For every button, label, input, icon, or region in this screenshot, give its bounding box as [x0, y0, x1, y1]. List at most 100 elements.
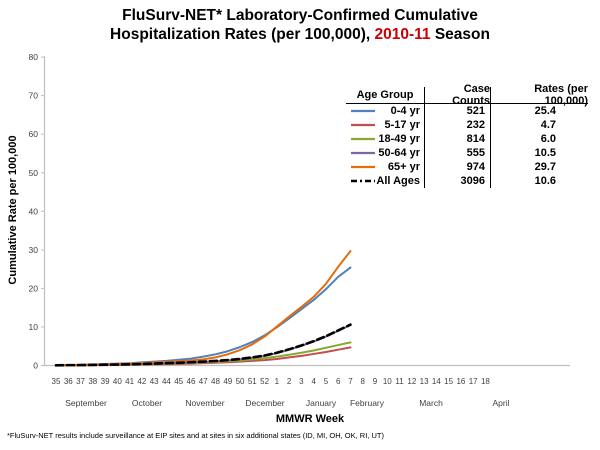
month-label: April	[492, 398, 509, 408]
y-axis-title: Cumulative Rate per 100,000	[7, 135, 19, 285]
legend-header-cell: Rates (per 100,000)	[490, 83, 588, 107]
x-tick-label: 37	[76, 377, 85, 386]
legend-line-swatch	[351, 123, 375, 127]
chart-title-line1: FluSurv-NET* Laboratory-Confirmed Cumula…	[122, 7, 478, 24]
legend-line-swatch	[351, 109, 375, 113]
x-tick-label: 35	[52, 377, 61, 386]
legend-row: All Ages 3096 10.6	[346, 174, 588, 188]
x-tick-label: 39	[101, 377, 110, 386]
chart-title: FluSurv-NET* Laboratory-Confirmed Cumula…	[0, 6, 600, 44]
x-tick-label: 40	[113, 377, 122, 386]
chart-title-line2-suffix: Season	[430, 26, 490, 43]
legend-row: 0-4 yr 521 25.4	[346, 104, 588, 118]
x-tick-label: 17	[469, 377, 478, 386]
chart-title-line2-prefix: Hospitalization Rates (per 100,000),	[110, 26, 375, 43]
legend-age-label: 18-49 yr	[378, 133, 420, 145]
legend-cell-age: All Ages	[346, 174, 424, 188]
legend-age-label: All Ages	[376, 175, 420, 187]
chart-title-line2: Hospitalization Rates (per 100,000), 201…	[0, 25, 600, 44]
x-tick-label: 6	[336, 377, 341, 386]
x-tick-label: 51	[248, 377, 257, 386]
legend-age-label: 5-17 yr	[384, 119, 420, 131]
x-tick-label: 44	[162, 377, 171, 386]
legend-header-cell: Case Counts	[424, 83, 490, 107]
y-tick-label: 0	[33, 361, 38, 371]
legend-cell-count: 521	[424, 104, 490, 118]
legend-cell-age: 18-49 yr	[346, 132, 424, 146]
legend-cell-rate: 6.0	[490, 132, 588, 146]
legend-age-label: 0-4 yr	[390, 105, 420, 117]
legend-cell-rate: 25.4	[490, 104, 588, 118]
legend-cell-rate: 29.7	[490, 160, 588, 174]
x-tick-label: 36	[64, 377, 73, 386]
x-tick-label: 2	[287, 377, 292, 386]
x-tick-label: 8	[361, 377, 366, 386]
legend-row: 50-64 yr 555 10.5	[346, 146, 588, 160]
x-tick-label: 16	[456, 377, 465, 386]
series-line-0-4-yr	[55, 266, 352, 367]
legend-cell-age: 0-4 yr	[346, 104, 424, 118]
month-label: September	[65, 398, 107, 408]
season-label: 2010-11	[374, 26, 431, 43]
legend-table: Age Group Case Counts Rates (per 100,000) 0…	[346, 83, 588, 188]
x-tick-label: 1	[275, 377, 280, 386]
legend-cell-count: 3096	[424, 174, 490, 188]
month-label: October	[132, 398, 162, 408]
legend-cell-count: 814	[424, 132, 490, 146]
y-tick-label: 30	[29, 245, 39, 255]
month-label: February	[350, 398, 385, 408]
legend-cell-count: 555	[424, 146, 490, 160]
x-tick-label: 43	[150, 377, 159, 386]
legend-age-label: 65+ yr	[387, 161, 420, 173]
x-tick-label: 50	[236, 377, 245, 386]
legend-row: 5-17 yr 232 4.7	[346, 118, 588, 132]
x-tick-label: 11	[395, 377, 404, 386]
x-tick-label: 5	[324, 377, 329, 386]
series-line-65-yr	[55, 250, 352, 367]
y-tick-label: 50	[29, 168, 39, 178]
y-tick-label: 10	[29, 322, 39, 332]
legend-cell-count: 974	[424, 160, 490, 174]
month-label: January	[306, 398, 337, 408]
x-tick-label: 10	[383, 377, 392, 386]
x-axis-title: MMWR Week	[275, 413, 345, 425]
series-line-all-ages	[54, 323, 352, 367]
x-tick-label: 15	[444, 377, 453, 386]
y-tick-label: 40	[29, 206, 39, 216]
legend-line-swatch	[351, 179, 375, 183]
x-tick-label: 45	[174, 377, 183, 386]
legend-header-row: Age Group Case Counts Rates (per 100,000)	[346, 83, 588, 107]
y-tick-label: 20	[29, 283, 39, 293]
month-label: March	[419, 398, 443, 408]
x-tick-label: 49	[223, 377, 232, 386]
x-tick-label: 13	[420, 377, 429, 386]
legend-cell-age: 65+ yr	[346, 160, 424, 174]
legend-age-label: 50-64 yr	[378, 147, 420, 159]
x-tick-label: 12	[407, 377, 416, 386]
legend-cell-age: 5-17 yr	[346, 118, 424, 132]
legend-line-swatch	[351, 151, 375, 155]
legend-row: 18-49 yr 814 6.0	[346, 132, 588, 146]
y-tick-label: 70	[29, 91, 39, 101]
legend-line-swatch	[351, 137, 375, 141]
x-tick-label: 46	[187, 377, 196, 386]
y-tick-label: 80	[29, 52, 39, 62]
legend-cell-count: 232	[424, 118, 490, 132]
month-label: December	[245, 398, 284, 408]
x-tick-label: 9	[373, 377, 378, 386]
y-tick-label: 60	[29, 129, 39, 139]
x-tick-label: 18	[481, 377, 490, 386]
x-tick-label: 42	[137, 377, 146, 386]
x-tick-label: 48	[211, 377, 220, 386]
legend-cell-rate: 10.5	[490, 146, 588, 160]
x-tick-label: 38	[88, 377, 97, 386]
legend-cell-age: 50-64 yr	[346, 146, 424, 160]
legend-row: 65+ yr 974 29.7	[346, 160, 588, 174]
x-tick-label: 4	[311, 377, 316, 386]
footnote: *FluSurv-NET results include surveillanc…	[7, 431, 384, 440]
legend-header-cell: Age Group	[356, 89, 414, 101]
x-tick-label: 41	[125, 377, 134, 386]
legend-line-swatch	[351, 165, 375, 169]
month-label: November	[185, 398, 224, 408]
